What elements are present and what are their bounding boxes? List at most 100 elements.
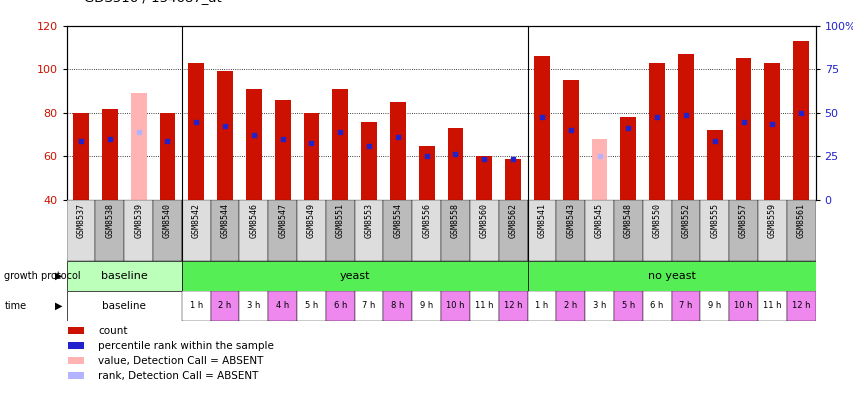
- Text: GSM8562: GSM8562: [508, 203, 517, 238]
- Text: GSM8546: GSM8546: [249, 203, 258, 238]
- Text: baseline: baseline: [101, 271, 148, 281]
- Text: 10 h: 10 h: [734, 301, 752, 310]
- Text: GSM8551: GSM8551: [335, 203, 345, 238]
- Bar: [211, 200, 239, 261]
- Text: GSM8540: GSM8540: [163, 203, 171, 238]
- Text: 9 h: 9 h: [420, 301, 432, 310]
- Bar: [786, 200, 815, 261]
- Bar: [390, 102, 405, 200]
- Text: 12 h: 12 h: [791, 301, 809, 310]
- Text: count: count: [98, 326, 128, 336]
- Text: no yeast: no yeast: [647, 271, 694, 281]
- Text: 10 h: 10 h: [446, 301, 464, 310]
- Bar: [469, 291, 498, 321]
- Text: percentile rank within the sample: percentile rank within the sample: [98, 341, 274, 351]
- Bar: [441, 200, 469, 261]
- Bar: [332, 89, 348, 200]
- Bar: [728, 291, 757, 321]
- Text: GSM8544: GSM8544: [220, 203, 229, 238]
- Bar: [642, 200, 670, 261]
- Bar: [153, 200, 182, 261]
- Bar: [354, 200, 383, 261]
- Text: 4 h: 4 h: [276, 301, 289, 310]
- Text: GSM8538: GSM8538: [105, 203, 114, 238]
- Text: GSM8537: GSM8537: [77, 203, 85, 238]
- Text: 7 h: 7 h: [362, 301, 375, 310]
- Bar: [160, 113, 175, 200]
- Bar: [182, 261, 527, 291]
- Text: 7 h: 7 h: [678, 301, 692, 310]
- Bar: [613, 200, 642, 261]
- Text: GSM8539: GSM8539: [134, 203, 143, 238]
- Bar: [246, 89, 262, 200]
- Text: GDS516 / 154687_at: GDS516 / 154687_at: [84, 0, 221, 4]
- Bar: [326, 291, 354, 321]
- Bar: [728, 200, 757, 261]
- Text: GSM8543: GSM8543: [566, 203, 575, 238]
- Bar: [584, 200, 613, 261]
- Bar: [217, 71, 233, 200]
- Text: 9 h: 9 h: [707, 301, 721, 310]
- Bar: [706, 130, 722, 200]
- Bar: [648, 63, 664, 200]
- Bar: [239, 200, 268, 261]
- Text: ▶: ▶: [55, 271, 62, 281]
- Text: 3 h: 3 h: [247, 301, 260, 310]
- Bar: [699, 291, 728, 321]
- Text: ▶: ▶: [55, 301, 62, 311]
- Text: GSM8555: GSM8555: [710, 203, 718, 238]
- Bar: [757, 291, 786, 321]
- Text: GSM8556: GSM8556: [421, 203, 431, 238]
- Text: 12 h: 12 h: [503, 301, 522, 310]
- Bar: [275, 100, 290, 200]
- Bar: [67, 291, 182, 321]
- Text: 6 h: 6 h: [650, 301, 663, 310]
- Bar: [131, 93, 147, 200]
- Bar: [297, 291, 326, 321]
- Text: 3 h: 3 h: [592, 301, 606, 310]
- Text: growth protocol: growth protocol: [4, 271, 81, 281]
- Bar: [361, 122, 376, 200]
- Bar: [102, 109, 118, 200]
- Text: 11 h: 11 h: [474, 301, 493, 310]
- Bar: [498, 200, 527, 261]
- Bar: [297, 200, 326, 261]
- Bar: [383, 291, 412, 321]
- Bar: [757, 200, 786, 261]
- Bar: [412, 200, 441, 261]
- Text: 6 h: 6 h: [334, 301, 346, 310]
- Text: yeast: yeast: [339, 271, 369, 281]
- Bar: [505, 158, 520, 200]
- Bar: [268, 291, 297, 321]
- Text: GSM8558: GSM8558: [450, 203, 460, 238]
- Bar: [677, 54, 693, 200]
- Text: 11 h: 11 h: [763, 301, 780, 310]
- Text: rank, Detection Call = ABSENT: rank, Detection Call = ABSENT: [98, 371, 258, 381]
- Bar: [303, 113, 319, 200]
- Bar: [476, 156, 491, 200]
- Bar: [67, 200, 96, 261]
- Text: GSM8542: GSM8542: [192, 203, 200, 238]
- Bar: [555, 291, 584, 321]
- Bar: [533, 56, 549, 200]
- Bar: [670, 200, 699, 261]
- Bar: [527, 200, 555, 261]
- Text: GSM8550: GSM8550: [652, 203, 661, 238]
- Text: GSM8547: GSM8547: [278, 203, 287, 238]
- Bar: [73, 113, 89, 200]
- Bar: [441, 291, 469, 321]
- Bar: [124, 200, 153, 261]
- Bar: [591, 139, 606, 200]
- Bar: [642, 291, 670, 321]
- Bar: [792, 41, 808, 200]
- Text: 5 h: 5 h: [305, 301, 317, 310]
- Text: GSM8559: GSM8559: [767, 203, 776, 238]
- Bar: [354, 291, 383, 321]
- Bar: [239, 291, 268, 321]
- Bar: [734, 58, 751, 200]
- Text: GSM8557: GSM8557: [738, 203, 747, 238]
- Text: 5 h: 5 h: [621, 301, 635, 310]
- Text: 2 h: 2 h: [218, 301, 231, 310]
- Bar: [763, 63, 780, 200]
- Bar: [469, 200, 498, 261]
